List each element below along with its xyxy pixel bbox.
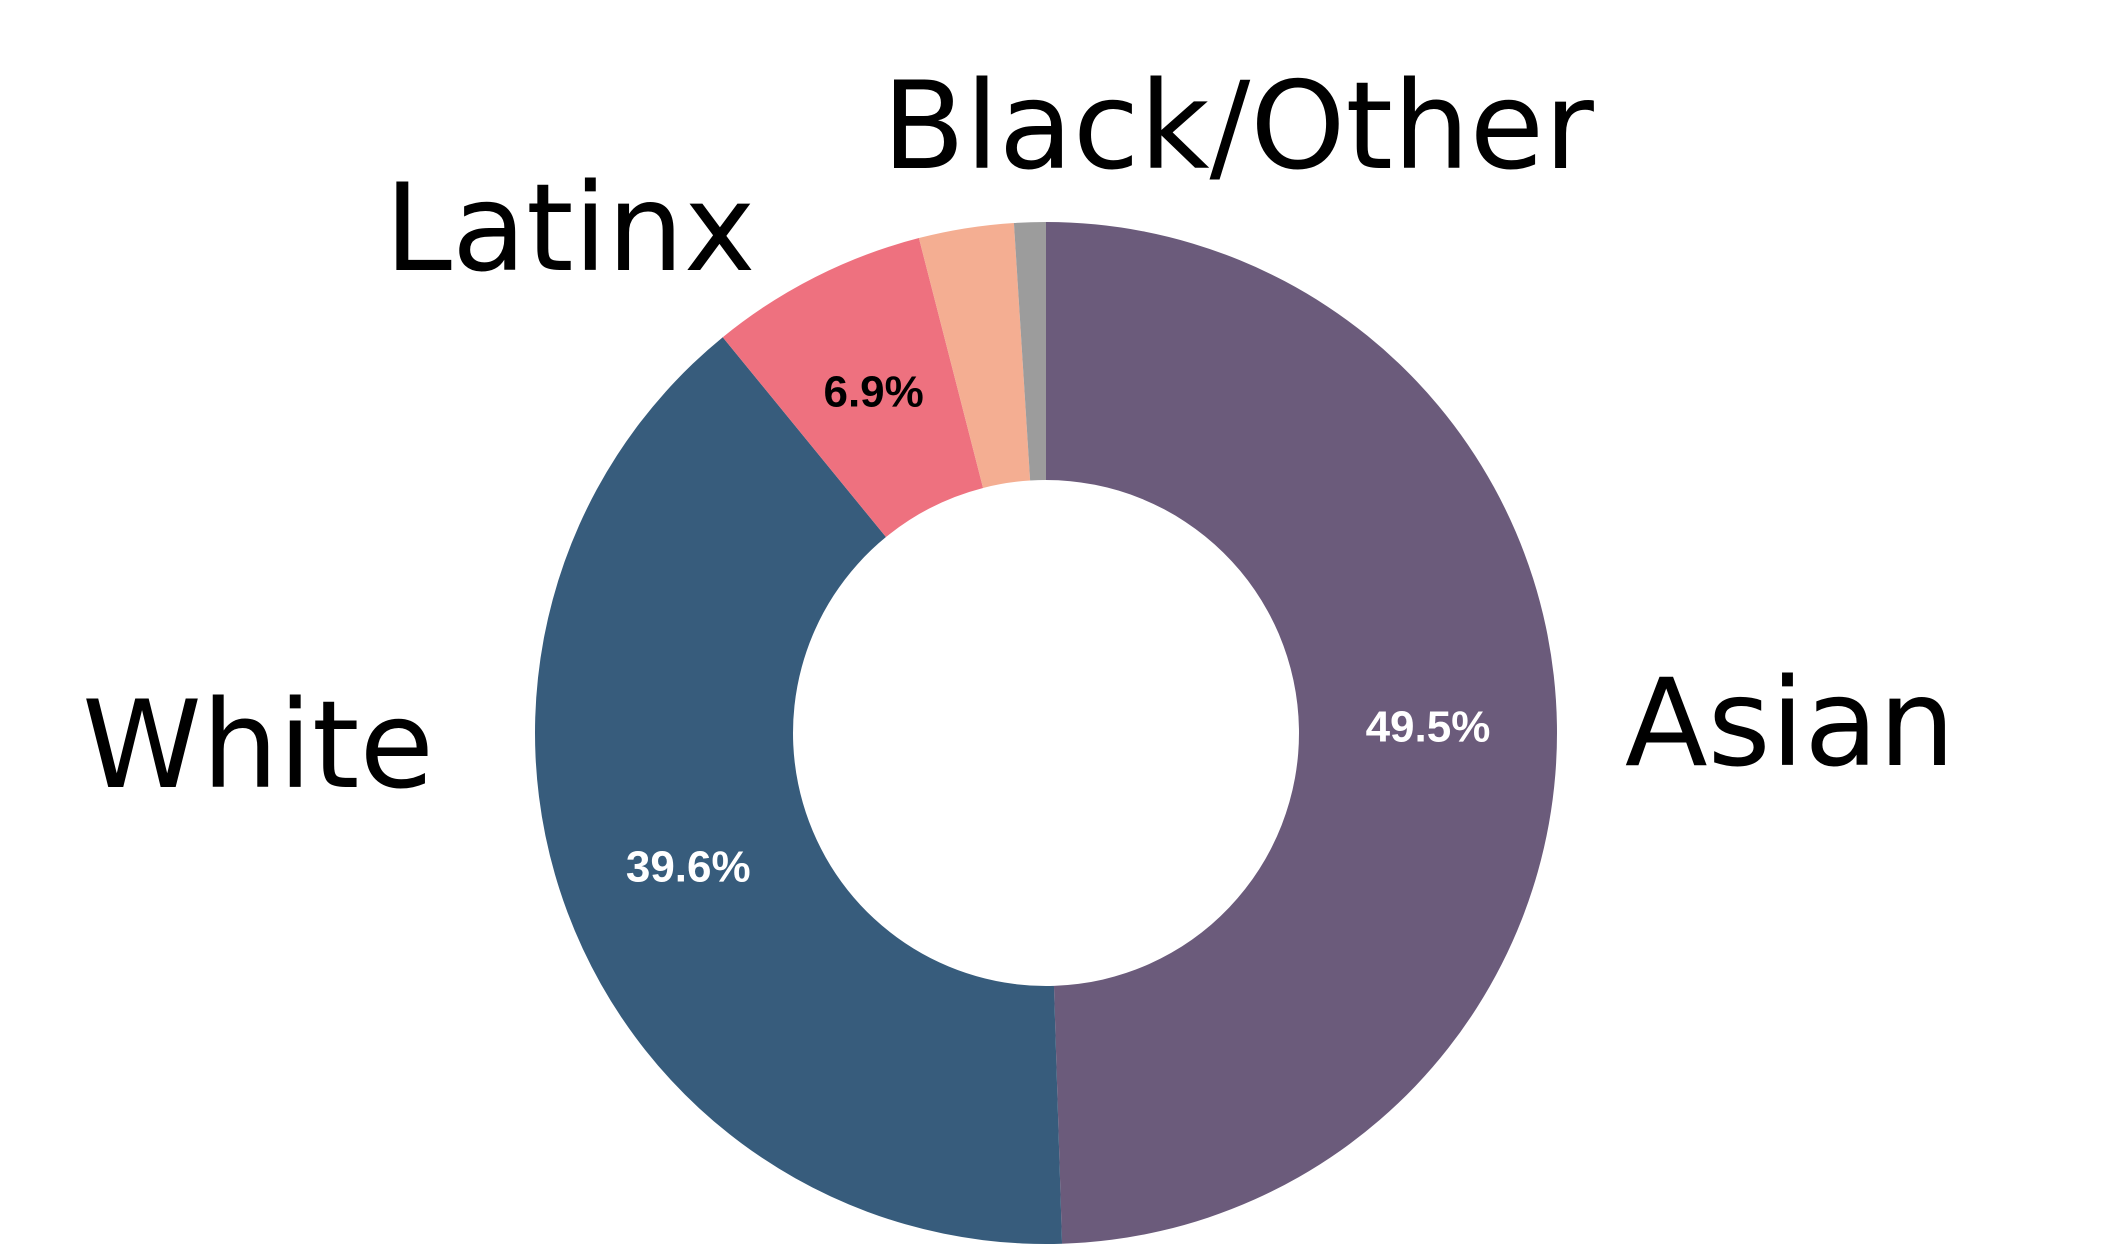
value-label-latinx: 6.9%	[823, 368, 923, 417]
slice-latinx	[722, 238, 984, 538]
category-label-black-other: Black/Other	[882, 56, 1594, 197]
slice-asian	[1046, 222, 1557, 1244]
category-label-asian: Asian	[1625, 653, 1955, 794]
slice-segment-4	[918, 223, 1031, 488]
slice-black-other	[1013, 222, 1046, 481]
slice-white	[535, 337, 1063, 1244]
value-label-asian: 49.5%	[1366, 702, 1491, 751]
value-label-white: 39.6%	[626, 842, 751, 891]
category-label-white: White	[82, 675, 434, 816]
value-labels: 49.5% 39.6% 6.9%	[626, 368, 1490, 892]
donut-slices	[535, 222, 1557, 1244]
category-label-latinx: Latinx	[385, 158, 756, 299]
